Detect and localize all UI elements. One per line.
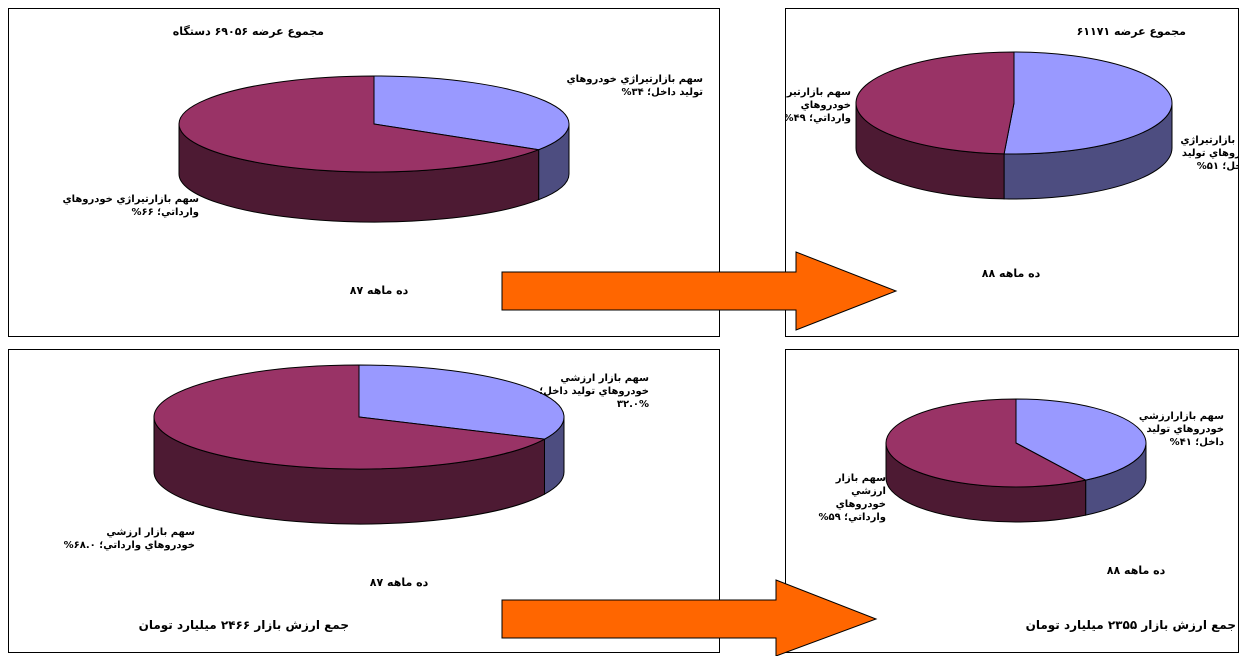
pie-slice	[885, 398, 1088, 488]
arrow-right-icon	[501, 579, 878, 656]
slice-label-domestic: سهم بازارتيراژي خودروهاي توليد داخل؛ ۳۴%	[547, 73, 703, 99]
chart-panel-1: مجموع عرضه ۶۹۰۵۶ دستگاه سهم بازارتيراژي …	[8, 8, 720, 337]
label-line: وارداتي؛ ۴۹%	[786, 113, 851, 124]
period-label: ده ماهه ۸۸	[1106, 564, 1166, 577]
arrow-right-icon	[501, 579, 878, 656]
label-line: سهم بازار ارزشي	[560, 373, 649, 384]
pie-slice	[178, 75, 541, 173]
pie-slice	[855, 51, 1015, 155]
label-line: سهم بازار ارزشي	[106, 527, 195, 538]
label-line: خودروهاي	[835, 499, 886, 510]
arrow-right-icon	[501, 251, 898, 331]
pie-chart-4	[885, 398, 1147, 523]
pie-slice	[1003, 51, 1173, 155]
label-line: سهم بازارتيراژي خودروهاي	[566, 74, 703, 85]
label-line: م بازارتيراژي	[1180, 135, 1238, 146]
label-line: داخل؛ ۴۱%	[1169, 437, 1224, 448]
arrow-right-icon	[501, 251, 898, 331]
label-line: خودروهاي	[800, 100, 851, 111]
market-value-footer: جمع ارزش بازار ۲۳۵۵ ميليارد تومان	[1025, 618, 1236, 632]
label-line: وارداتي؛ ۶۶%	[131, 207, 199, 218]
label-line: سهم بازارارزشي	[1138, 411, 1224, 422]
slice-label-imported: سهم بازارتيراژ خودروهاي وارداتي؛ ۴۹%	[786, 86, 851, 125]
label-line: وارداتي؛ ۵۹%	[818, 512, 886, 523]
label-line: ۳۲.۰%	[616, 399, 649, 410]
label-line: توليد داخل؛ ۳۴%	[621, 87, 703, 98]
pie-chart-3	[153, 364, 565, 525]
label-line: اخل؛ ۵۱%	[1196, 161, 1238, 172]
chart-title: مجموع عرضه ۶۹۰۵۶ دستگاه	[172, 25, 324, 38]
pie-chart-1	[178, 75, 570, 223]
slice-label-domestic: سهم بازار ارزشي خودروهاي توليد داخل؛ ۳۲.…	[529, 372, 649, 411]
label-line: سهم بازارتيراژي خودروهاي	[62, 194, 199, 205]
slice-label-domestic: سهم بازارارزشي خودروهاي توليد داخل؛ ۴۱%	[1126, 410, 1224, 449]
chart-panel-4: سهم بازارارزشي خودروهاي توليد داخل؛ ۴۱% …	[785, 349, 1239, 653]
slice-label-domestic: م بازارتيراژي دروهاي توليد اخل؛ ۵۱%	[1156, 134, 1238, 173]
label-line: خودروهاي توليد داخل؛	[539, 386, 649, 397]
period-label: ده ماهه ۸۷	[349, 284, 409, 297]
pie-chart-2	[855, 51, 1173, 200]
label-line: سهم بازارتيراژ	[786, 87, 851, 98]
chart-title: مجموع عرضه ۶۱۱۷۱	[1076, 25, 1186, 38]
label-line: ارزشي	[851, 486, 886, 497]
label-line: دروهاي توليد	[1181, 148, 1238, 159]
pie-slice	[358, 364, 565, 440]
label-line: خودروهاي توليد	[1146, 424, 1224, 435]
slice-label-imported: سهم بازارتيراژي خودروهاي وارداتي؛ ۶۶%	[49, 193, 199, 219]
period-label: ده ماهه ۸۸	[981, 267, 1041, 280]
market-value-footer: جمع ارزش بازار ۲۴۶۶ ميليارد تومان	[138, 618, 349, 632]
slice-label-imported: سهم بازار ارزشي خودروهاي وارداتي؛ ۵۹%	[796, 472, 886, 524]
label-line: خودروهاي وارداتي؛ ۶۸.۰%	[63, 540, 195, 551]
label-line: سهم بازار	[835, 473, 886, 484]
pie-slice	[153, 364, 547, 470]
period-label: ده ماهه ۸۷	[369, 576, 429, 589]
slice-label-imported: سهم بازار ارزشي خودروهاي وارداتي؛ ۶۸.۰%	[45, 526, 195, 552]
